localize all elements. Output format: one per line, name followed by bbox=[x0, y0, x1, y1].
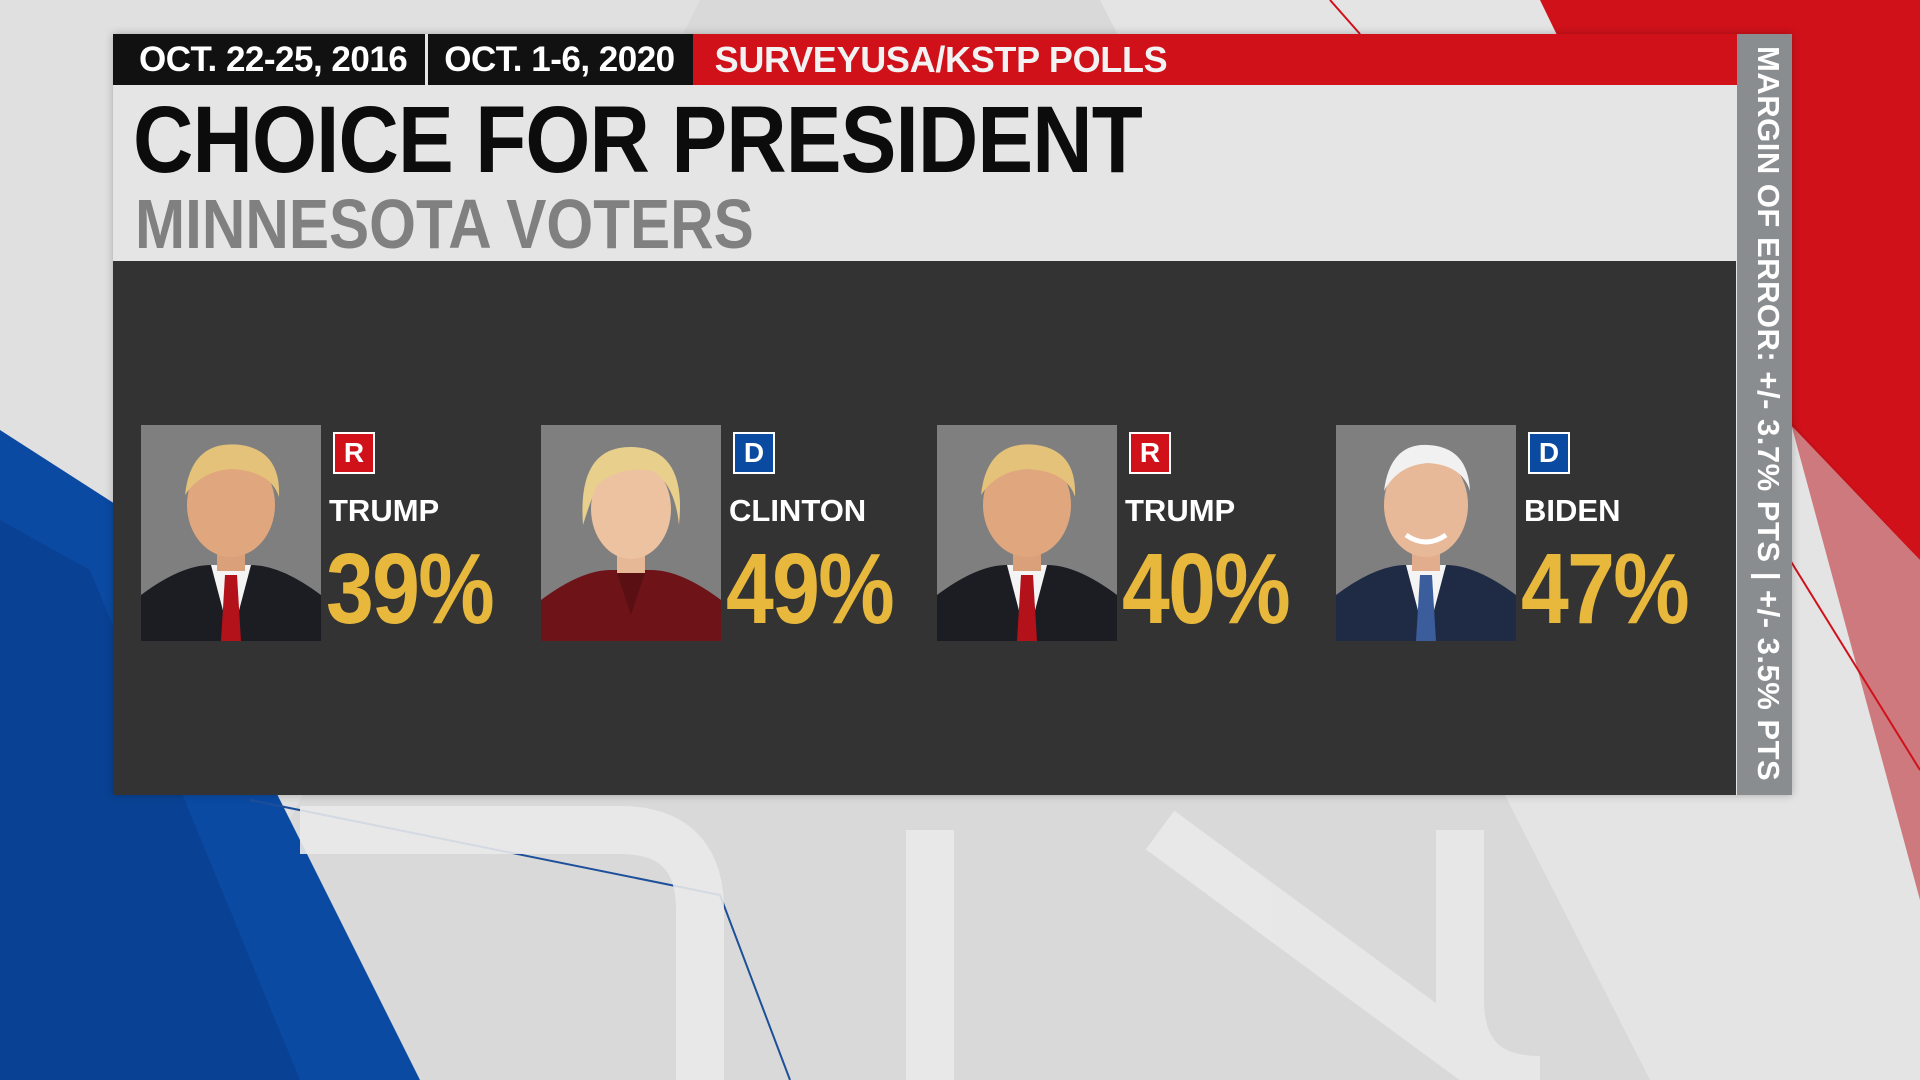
date-2016-label: OCT. 22-25, 2016 bbox=[113, 34, 426, 85]
party-badge-republican: R bbox=[333, 432, 375, 474]
candidate-percentage: 40% bbox=[1122, 533, 1291, 645]
candidate-portrait bbox=[937, 425, 1117, 641]
candidate-trump-2016: R TRUMP 39% bbox=[141, 425, 521, 641]
header-bar: OCT. 22-25, 2016 OCT. 1-6, 2020 SURVEYUS… bbox=[113, 34, 1737, 85]
candidate-name: TRUMP bbox=[329, 493, 440, 528]
date-2020-label: OCT. 1-6, 2020 bbox=[428, 34, 693, 85]
party-badge-democrat: D bbox=[733, 432, 775, 474]
margin-of-error-strip bbox=[1737, 34, 1792, 795]
candidate-name: TRUMP bbox=[1125, 493, 1236, 528]
candidate-percentage: 39% bbox=[326, 533, 495, 645]
candidate-percentage: 49% bbox=[726, 533, 895, 645]
margin-of-error-label: MARGIN OF ERROR: +/- 3.7% PTS | +/- 3.5%… bbox=[1751, 46, 1786, 782]
party-badge-democrat: D bbox=[1528, 432, 1570, 474]
candidate-portrait bbox=[1336, 425, 1516, 641]
candidate-name: CLINTON bbox=[729, 493, 867, 528]
date-divider bbox=[425, 34, 429, 85]
candidate-portrait bbox=[141, 425, 321, 641]
candidate-portrait bbox=[541, 425, 721, 641]
candidate-trump-2020: R TRUMP 40% bbox=[937, 425, 1317, 641]
candidate-percentage: 47% bbox=[1521, 533, 1690, 645]
candidate-biden-2020: D BIDEN 47% bbox=[1336, 425, 1716, 641]
poll-graphic-panel: OCT. 22-25, 2016 OCT. 1-6, 2020 SURVEYUS… bbox=[113, 34, 1792, 795]
poll-source-label: SURVEYUSA/KSTP POLLS bbox=[692, 34, 1737, 85]
candidate-name: BIDEN bbox=[1524, 493, 1621, 528]
page-subtitle: MINNESOTA VOTERS bbox=[135, 185, 754, 263]
party-badge-republican: R bbox=[1129, 432, 1171, 474]
candidate-clinton-2016: D CLINTON 49% bbox=[541, 425, 921, 641]
page-title: CHOICE FOR PRESIDENT bbox=[133, 87, 1143, 193]
